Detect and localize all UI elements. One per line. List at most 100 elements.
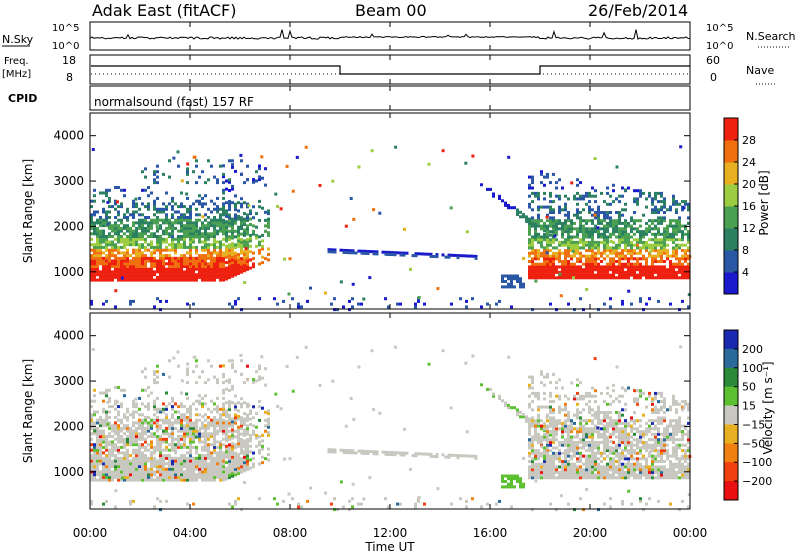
- velocity-cell: [159, 465, 162, 468]
- velocity-cell: [123, 413, 126, 417]
- velocity-cell: [543, 457, 546, 461]
- velocity-cell: [168, 426, 171, 430]
- power-cell: [147, 248, 150, 252]
- power-cell: [543, 251, 546, 255]
- power-cell: [510, 206, 513, 210]
- power-cell: [618, 194, 621, 198]
- velocity-cell: [177, 440, 180, 444]
- power-cell: [603, 232, 606, 236]
- power-cell: [651, 276, 654, 280]
- velocity-cell: [135, 462, 138, 466]
- velocity-cell: [615, 435, 618, 439]
- power-cell: [141, 170, 144, 174]
- power-cell: [249, 250, 252, 254]
- power-cell: [240, 265, 243, 269]
- power-cell: [255, 244, 258, 248]
- velocity-cell: [174, 451, 177, 455]
- power-cell: [138, 270, 141, 274]
- power-cell: [231, 242, 234, 246]
- velocity-cell: [561, 424, 564, 428]
- velocity-cell: [183, 465, 186, 468]
- power-cell: [138, 267, 141, 271]
- power-cell: [176, 150, 180, 154]
- velocity-cell: [552, 424, 555, 428]
- velocity-cell: [618, 435, 621, 439]
- velocity-cell: [480, 383, 483, 387]
- power-cell: [168, 221, 171, 225]
- power-cell: [108, 275, 111, 279]
- power-cell: [531, 257, 534, 261]
- power-cell: [588, 260, 591, 263]
- power-cell: [606, 238, 609, 242]
- power-cell: [171, 245, 174, 249]
- velocity-cell: [570, 476, 573, 480]
- power-cell: [540, 270, 543, 274]
- velocity-cell: [186, 410, 189, 414]
- colorbar-swatch: [724, 140, 738, 163]
- power-cell: [582, 227, 585, 231]
- power-cell: [108, 199, 111, 203]
- velocity-cell: [621, 457, 624, 461]
- velocity-cell: [627, 462, 630, 466]
- velocity-cell: [549, 408, 552, 412]
- power-cell: [660, 200, 663, 204]
- power-cell: [192, 302, 195, 306]
- velocity-cell: [126, 478, 129, 482]
- power-cell: [135, 210, 138, 214]
- power-cell: [114, 267, 117, 271]
- power-cell: [198, 240, 201, 244]
- power-cell: [639, 219, 642, 223]
- velocity-cell: [165, 454, 168, 458]
- power-cell: [168, 265, 171, 268]
- velocity-cell: [249, 450, 252, 454]
- power-cell: [204, 275, 207, 279]
- power-cell: [99, 224, 102, 228]
- velocity-cell: [96, 437, 99, 441]
- velocity-cell: [597, 470, 600, 474]
- velocity-cell: [183, 459, 186, 463]
- velocity-cell: [615, 397, 618, 401]
- power-cell: [606, 273, 609, 277]
- velocity-cell: [204, 448, 207, 452]
- velocity-cell: [132, 462, 135, 466]
- power-cell: [651, 254, 654, 258]
- velocity-cell: [198, 456, 201, 460]
- velocity-cell: [240, 446, 243, 450]
- power-cell: [636, 265, 639, 269]
- velocity-cell: [102, 432, 105, 436]
- velocity-cell: [231, 359, 234, 363]
- velocity-cell: [210, 456, 213, 460]
- velocity-cell: [612, 460, 615, 463]
- power-cell: [603, 243, 606, 247]
- velocity-cell: [126, 424, 129, 428]
- power-cell: [630, 249, 633, 253]
- power-cell: [603, 257, 606, 261]
- power-cell: [357, 249, 361, 253]
- velocity-cell: [564, 468, 567, 472]
- power-cell: [237, 261, 240, 265]
- velocity-cell: [120, 470, 123, 474]
- power-cell: [348, 308, 351, 312]
- power-cell: [114, 259, 117, 263]
- velocity-cell: [576, 457, 579, 461]
- power-cell: [570, 276, 573, 280]
- power-cell: [135, 273, 138, 277]
- power-cell: [570, 268, 573, 272]
- power-cell: [132, 270, 135, 274]
- velocity-cell: [159, 448, 162, 452]
- power-cell: [531, 273, 534, 277]
- power-cell: [540, 245, 544, 249]
- velocity-cell: [267, 453, 270, 456]
- velocity-cell: [582, 476, 585, 480]
- velocity-cell: [366, 450, 370, 453]
- power-cell: [144, 218, 147, 222]
- velocity-cell: [138, 432, 141, 436]
- velocity-cell: [558, 394, 561, 398]
- power-cell: [177, 164, 180, 168]
- power-cell: [570, 227, 573, 231]
- velocity-cell: [195, 424, 198, 428]
- power-cell: [540, 172, 543, 176]
- power-cell: [96, 226, 99, 230]
- power-cell: [567, 270, 570, 274]
- power-cell: [633, 251, 636, 255]
